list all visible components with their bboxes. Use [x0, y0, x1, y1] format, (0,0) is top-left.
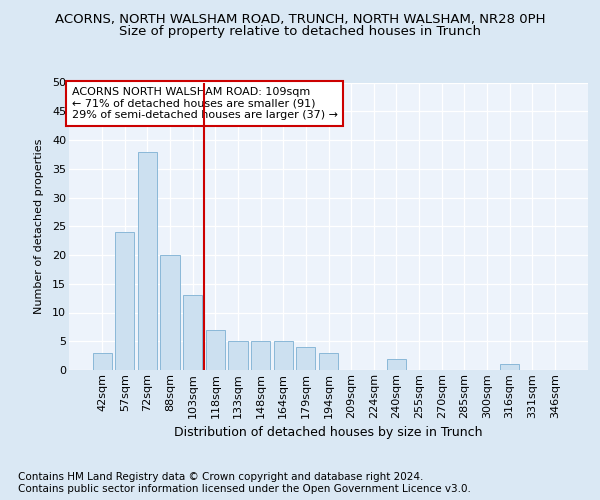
Bar	[251, 341, 270, 370]
Bar	[160, 255, 180, 370]
Bar	[183, 295, 202, 370]
Bar	[138, 152, 157, 370]
Text: ACORNS, NORTH WALSHAM ROAD, TRUNCH, NORTH WALSHAM, NR28 0PH: ACORNS, NORTH WALSHAM ROAD, TRUNCH, NORT…	[55, 12, 545, 26]
Bar	[500, 364, 519, 370]
Bar	[274, 341, 293, 370]
Bar	[296, 347, 316, 370]
Text: Contains public sector information licensed under the Open Government Licence v3: Contains public sector information licen…	[18, 484, 471, 494]
Text: ACORNS NORTH WALSHAM ROAD: 109sqm
← 71% of detached houses are smaller (91)
29% : ACORNS NORTH WALSHAM ROAD: 109sqm ← 71% …	[71, 87, 338, 120]
Bar	[115, 232, 134, 370]
Bar	[319, 353, 338, 370]
Text: Contains HM Land Registry data © Crown copyright and database right 2024.: Contains HM Land Registry data © Crown c…	[18, 472, 424, 482]
Bar	[387, 358, 406, 370]
Bar	[229, 341, 248, 370]
Bar	[92, 353, 112, 370]
Y-axis label: Number of detached properties: Number of detached properties	[34, 138, 44, 314]
Bar	[206, 330, 225, 370]
X-axis label: Distribution of detached houses by size in Trunch: Distribution of detached houses by size …	[174, 426, 483, 439]
Text: Size of property relative to detached houses in Trunch: Size of property relative to detached ho…	[119, 25, 481, 38]
